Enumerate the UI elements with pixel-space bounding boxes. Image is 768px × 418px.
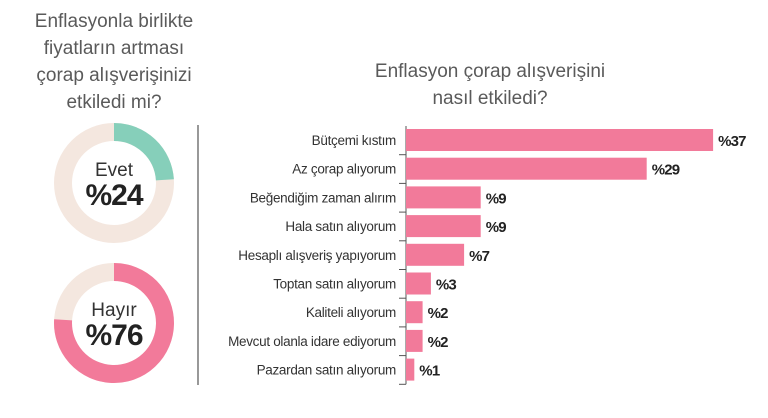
bar	[406, 358, 415, 381]
category-label: Toptan satın alıyorum	[273, 277, 396, 292]
value-label: %37	[718, 133, 746, 150]
category-label: Hala satın alıyorum	[285, 219, 396, 234]
bar	[406, 272, 431, 295]
value-label: %9	[486, 190, 507, 207]
value-label: %2	[428, 305, 449, 322]
title-line: çorap alışverişinizi	[36, 65, 192, 86]
value-label: %29	[652, 162, 680, 179]
donut-slice-yes	[113, 123, 174, 181]
category-label: Az çorap alıyorum	[292, 162, 396, 177]
category-label: Mevcut olanla idare ediyorum	[228, 334, 396, 349]
donut-value: %76	[85, 319, 142, 352]
value-label: %7	[469, 248, 490, 265]
bar	[406, 215, 481, 238]
title-line: nasıl etkiledi?	[432, 88, 548, 109]
category-label: Kaliteli alıyorum	[306, 305, 396, 320]
title-line: fiyatların artması	[43, 38, 185, 59]
value-label: %3	[436, 277, 457, 294]
value-label: %2	[428, 334, 449, 351]
category-label: Hesaplı alışveriş yapıyorum	[238, 248, 396, 263]
bar	[406, 186, 481, 209]
bar-chart-title: Enflasyon çorap alışverişini nasıl etkil…	[330, 58, 650, 112]
bar	[406, 129, 714, 151]
title-line: Enflasyonla birlikte	[34, 11, 194, 32]
donut-value: %24	[85, 179, 143, 212]
bar	[406, 157, 647, 180]
category-label: Beğendiğim zaman alırım	[250, 190, 396, 205]
value-label: %9	[486, 219, 507, 236]
donut-slice-no	[54, 263, 174, 383]
bar	[406, 301, 423, 324]
donut-label: Evet	[95, 160, 134, 181]
value-label: %1	[419, 363, 440, 380]
bar	[406, 329, 423, 352]
title-line: etkiledi mi?	[66, 92, 162, 113]
title-line: Enflasyon çorap alışverişini	[374, 61, 606, 82]
donut-title: Enflasyonla birlikte fiyatların artması …	[4, 8, 224, 116]
bar	[406, 243, 465, 266]
category-label: Pazardan satın alıyorum	[257, 363, 396, 378]
category-label: Bütçemi kıstım	[312, 133, 396, 148]
donut-label: Hayır	[91, 300, 137, 321]
